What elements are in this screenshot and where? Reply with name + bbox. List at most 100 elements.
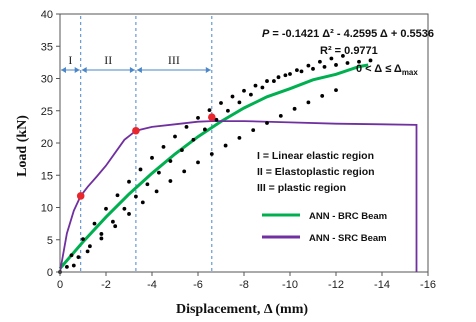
experimental-point <box>88 244 92 249</box>
experimental-point <box>283 73 288 78</box>
experimental-point <box>318 59 322 64</box>
experimental-point <box>69 253 74 258</box>
experimental-point <box>207 108 212 113</box>
experimental-point <box>99 236 104 241</box>
experimental-point <box>357 59 361 64</box>
region-labels: I II III <box>61 53 211 73</box>
y-tick-label: 25 <box>41 106 53 118</box>
y-axis-title: Load (kN) <box>15 115 30 177</box>
experimental-point <box>276 75 281 80</box>
experimental-point <box>219 101 223 105</box>
y-tick-label: 35 <box>41 41 53 53</box>
experimental-point <box>168 179 173 183</box>
x-tick-label: -2 <box>101 279 111 291</box>
experimental-point <box>65 264 69 269</box>
x-tick-label: 0 <box>57 279 63 291</box>
experimental-point <box>173 134 177 139</box>
experimental-point <box>76 255 81 260</box>
transition-point <box>208 113 216 121</box>
region-arrowhead <box>205 67 211 73</box>
x-tick-label: -14 <box>374 279 390 291</box>
x-tick-label: -12 <box>328 279 344 291</box>
y-tick-label: 15 <box>41 170 53 182</box>
region-note: II = Elastoplastic region <box>257 166 375 178</box>
experimental-point <box>368 58 373 63</box>
experimental-point <box>161 144 166 149</box>
region-arrowhead <box>136 67 142 73</box>
experimental-point <box>249 92 253 97</box>
experimental-point <box>260 85 265 90</box>
experimental-point <box>71 263 76 268</box>
region-note: III = plastic region <box>257 182 346 194</box>
experimental-point <box>92 221 97 226</box>
x-tick-label: -4 <box>147 279 157 291</box>
experimental-point <box>111 219 115 224</box>
region-arrowhead <box>81 67 87 73</box>
experimental-point <box>113 224 118 229</box>
regression-equation: P = -0.1421 Δ² - 4.2595 Δ + 0.5536 <box>262 28 434 40</box>
experimental-point <box>341 54 345 58</box>
experimental-point <box>329 56 334 61</box>
y-tick-label: 0 <box>47 267 53 279</box>
experimental-point <box>295 68 299 73</box>
x-tick-label: -6 <box>193 279 203 291</box>
region-arrowhead <box>129 67 135 73</box>
experimental-point <box>237 135 242 140</box>
region-label: I <box>68 53 72 67</box>
experimental-point <box>81 237 85 242</box>
experimental-point <box>182 169 187 174</box>
experimental-point <box>196 160 200 165</box>
validity-range-sub: max <box>402 68 419 77</box>
region-arrowhead <box>61 67 66 73</box>
experimental-point <box>122 206 127 211</box>
y-tick-label: 5 <box>47 235 53 247</box>
legend: ANN - BRC Beam ANN - SRC Beam <box>262 211 387 244</box>
experimental-point <box>104 206 108 211</box>
experimental-point <box>99 232 104 236</box>
validity-range-main: 0 < Δ ≤ Δ <box>356 63 402 75</box>
experimental-point <box>150 155 154 160</box>
experimental-point <box>138 167 143 172</box>
r-squared: R² = 0.9771 <box>320 45 378 57</box>
region-label: III <box>168 53 180 67</box>
experimental-point <box>251 128 256 133</box>
experimental-point <box>203 127 207 132</box>
experimental-point <box>345 61 350 65</box>
transition-point <box>132 126 140 135</box>
x-tick-label: -8 <box>239 279 249 291</box>
x-tick-label: -16 <box>420 279 436 291</box>
experimental-point <box>242 88 246 93</box>
series-line-src <box>59 120 418 273</box>
experimental-point <box>127 212 131 216</box>
region-label: II <box>104 53 112 67</box>
y-tick-label: 10 <box>41 203 53 215</box>
experimental-point <box>168 159 173 163</box>
experimental-point <box>191 137 196 142</box>
experimental-point <box>334 88 338 93</box>
experimental-point <box>306 63 311 68</box>
experimental-point <box>140 200 145 205</box>
experimental-point <box>334 63 338 67</box>
region-note: I = Linear elastic region <box>257 150 374 162</box>
experimental-point <box>134 194 138 199</box>
region-notes: I = Linear elastic region II = Elastoplas… <box>257 150 375 194</box>
legend-label-brc: ANN - BRC Beam <box>309 211 387 222</box>
experimental-point <box>157 170 161 175</box>
experimental-point <box>237 100 242 105</box>
experimental-point <box>184 124 189 129</box>
experimental-point <box>322 64 327 69</box>
experimental-point <box>299 69 304 74</box>
experimental-point <box>320 94 325 98</box>
experimental-point <box>214 117 219 122</box>
experimental-point <box>311 66 315 71</box>
experimental-point <box>145 182 150 187</box>
tick-labels: 0 -2 -4 -6 -8 -10 -12 -14 -16 0 5 10 15 20 25 30 35 40 <box>41 9 436 291</box>
experimental-point <box>278 114 283 118</box>
experimental-point <box>230 94 235 99</box>
experimental-point <box>85 249 90 254</box>
region-lines <box>80 16 213 272</box>
experimental-point <box>209 152 214 156</box>
x-axis-title: Displacement, Δ (mm) <box>176 302 308 317</box>
region-arrowhead <box>74 67 80 73</box>
experimental-point <box>115 193 120 198</box>
